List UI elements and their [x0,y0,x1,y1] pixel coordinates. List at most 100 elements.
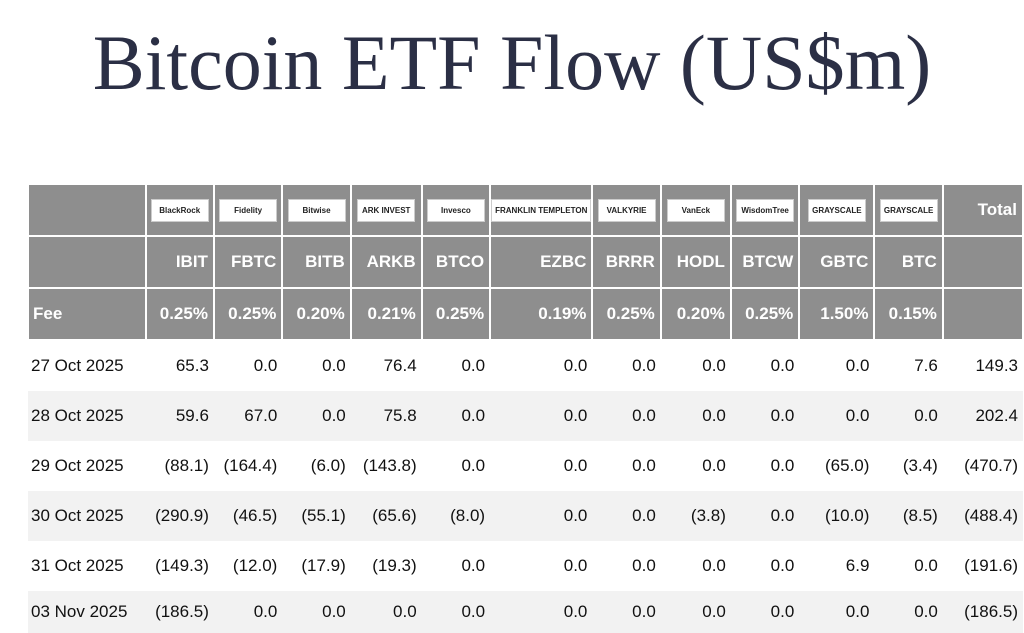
flow: 0.0 [660,391,731,441]
logo-cell: VanEck [659,185,732,237]
flow: 0.0 [461,456,486,475]
logo-cell: BlackRock [144,185,215,237]
flow: 0.0 [563,456,588,475]
ticker: IBIT [144,236,215,289]
fund-logo: GRAYSCALE [879,199,938,222]
ticker: EZBC [489,236,594,289]
flow: 0.0 [730,491,800,541]
flow: 0.0 [874,591,943,633]
flow: (164.4) [223,456,278,475]
flow: 0.0 [490,591,593,633]
fee: 0.25% [420,288,492,341]
total-flow: (470.7) [964,456,1018,475]
ticker: ARKB [349,236,423,289]
flow: (55.1) [282,491,351,541]
flow: 0.0 [490,491,593,541]
flow: 0.0 [914,556,938,575]
flow: 0.0 [322,356,346,375]
fund-logo: Invesco [426,199,485,222]
flow: 0.0 [461,556,486,575]
fee: 0.25% [144,288,215,341]
flow: 0.0 [770,556,795,575]
logo-cell: Bitwise [281,185,352,237]
fee: 0.19% [489,288,594,341]
fee: 1.50% [798,288,876,341]
flow: 0.0 [253,356,278,375]
date: 29 Oct 2025 [31,456,124,475]
table-row: IBIT FBTC BITB ARKB BTCO EZBC BRRR HODL BTCW GBTC… [27,236,1024,289]
date: 03 Nov 2025 [28,591,146,633]
table-row: 30 Oct 2025 (290.9) (46.5) (55.1) (65.6) (8.0… [28,491,1023,541]
date: 28 Oct 2025 [28,391,146,441]
flow: 0.0 [350,591,422,633]
flow: (65.0) [825,456,870,475]
fee: 0.20% [281,288,352,341]
logo-cell: FRANKLIN TEMPLETON [489,185,594,237]
flow: 0.0 [770,456,795,475]
flow: (143.8) [362,456,417,475]
flow: 0.0 [702,556,726,575]
fund-logo: GRAYSCALE [807,199,866,222]
flow: (149.3) [155,556,209,575]
fee: 0.25% [729,288,801,341]
total-flow: 149.3 [975,356,1018,375]
flow: 7.6 [914,356,938,375]
flow: 76.4 [383,356,417,375]
flow: 0.0 [702,456,726,475]
flow: 0.0 [282,591,351,633]
flow: 75.8 [350,391,422,441]
logo-cell: Invesco [420,185,492,237]
flow: (12.0) [232,556,278,575]
header-cell [941,236,1024,289]
table-row: 29 Oct 2025 (88.1) (164.4) (6.0) (143.8) 0.0 0… [28,441,1023,491]
flow: 0.0 [592,391,661,441]
flow: (3.8) [660,491,731,541]
header-cell [27,185,147,237]
flow: (65.6) [350,491,422,541]
fee: 0.25% [591,288,662,341]
page-title: Bitcoin ETF Flow (US$m) [92,19,932,106]
table-row: 28 Oct 2025 59.6 67.0 0.0 75.8 0.0 0.0 0.0 0.0 0.… [28,391,1023,441]
flow: 0.0 [632,356,656,375]
flow: 0.0 [563,356,588,375]
flow: (290.9) [145,491,214,541]
total-flow: (191.6) [964,556,1018,575]
table-row: 03 Nov 2025 (186.5) 0.0 0.0 0.0 0.0 0.0 0.0 0.0 0… [28,591,1023,633]
table-row: 31 Oct 2025 (149.3) (12.0) (17.9) (19.3) 0.0 0… [28,541,1023,591]
flow: 0.0 [799,391,875,441]
flow: (8.0) [421,491,491,541]
fund-logo: WisdomTree [736,199,795,222]
header-cell [941,288,1024,341]
flow: (186.5) [145,591,214,633]
flow: 0.0 [213,591,283,633]
flow: 0.0 [421,391,491,441]
total-flow: (488.4) [942,491,1023,541]
flow: 0.0 [592,591,661,633]
total-flow: (186.5) [942,591,1023,633]
fund-logo: Fidelity [219,199,278,222]
flow: 0.0 [592,491,661,541]
flow: 0.0 [845,356,870,375]
ticker: BTCO [420,236,492,289]
flow: 0.0 [770,356,795,375]
fee: 0.25% [212,288,284,341]
fee: 0.15% [873,288,944,341]
fund-logo: Bitwise [287,199,346,222]
ticker: BTC [873,236,944,289]
logo-cell: ARK INVEST [349,185,423,237]
ticker: BTCW [729,236,801,289]
ticker: BITB [281,236,352,289]
flow: 0.0 [702,356,726,375]
fund-logo: VALKYRIE [597,199,656,222]
fee-label: Fee [27,288,147,341]
flow: (46.5) [213,491,283,541]
fee: 0.20% [659,288,732,341]
flow: 0.0 [730,591,800,633]
table-row: Fee 0.25% 0.25% 0.20% 0.21% 0.25% 0.19% 0.25% 0.… [27,288,1024,341]
flow: 67.0 [213,391,283,441]
ticker: HODL [659,236,732,289]
flow: 0.0 [563,556,588,575]
logo-cell: Fidelity [212,185,284,237]
flow: (8.5) [874,491,943,541]
